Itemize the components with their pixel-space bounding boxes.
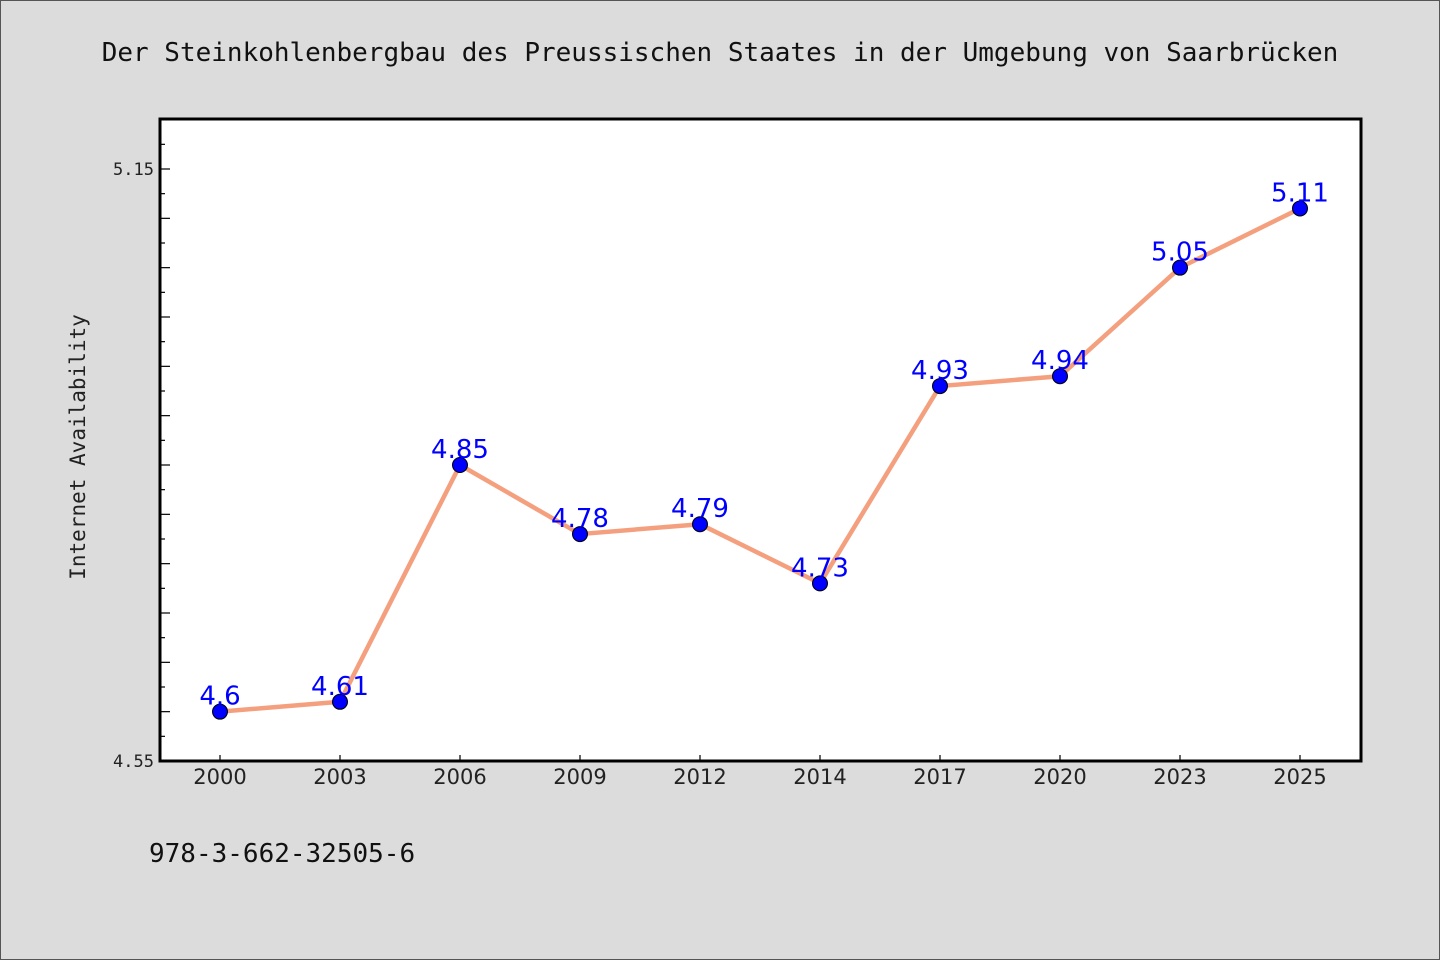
y-axis-ticks: 4.55 5.15: [113, 119, 170, 772]
data-point: [812, 575, 828, 592]
plot-area: [158, 117, 1363, 763]
x-tick-label: 2012: [673, 765, 726, 789]
data-label: 4.73: [791, 553, 849, 583]
y-axis-label: Internet Availability: [66, 314, 90, 580]
data-point: [452, 457, 468, 473]
x-tick-label: 2014: [793, 765, 846, 789]
x-tick-label: 2017: [913, 765, 966, 789]
x-tick-label: 2003: [313, 765, 366, 789]
x-tick-label: 2000: [193, 765, 246, 789]
data-label: 4.93: [911, 356, 969, 386]
chart-title: Der Steinkohlenbergbau des Preussischen …: [102, 38, 1339, 68]
data-label: 5.11: [1271, 178, 1329, 208]
data-point: [212, 703, 228, 720]
data-label: 4.85: [431, 435, 489, 465]
data-label: 4.6: [199, 682, 240, 712]
data-label: 4.61: [311, 672, 369, 702]
data-label: 4.78: [551, 504, 609, 534]
data-label: 5.05: [1151, 238, 1209, 268]
data-point: [1292, 200, 1308, 217]
data-label: 4.79: [671, 494, 729, 524]
x-tick-label: 2023: [1153, 765, 1206, 789]
x-tick-label: 2006: [433, 765, 486, 789]
data-point: [692, 516, 708, 533]
x-tick-label: 2009: [553, 765, 606, 789]
series-line: [217, 206, 1303, 714]
y-tick-label: 4.55: [113, 752, 154, 772]
series-group: [212, 200, 1308, 720]
data-point: [932, 378, 948, 395]
data-point: [572, 526, 588, 543]
x-tick-label: 2025: [1273, 765, 1326, 789]
data-point: [1052, 368, 1068, 385]
x-tick-label: 2020: [1033, 765, 1086, 789]
isbn-footnote: 978-3-662-32505-6: [149, 839, 415, 869]
x-axis-ticks: 2000 2003 2006 2009 2012 2014 2017 2020 2023 2025: [193, 755, 1327, 789]
data-point: [1172, 259, 1188, 276]
data-label: 4.94: [1031, 346, 1089, 376]
data-point: [332, 693, 348, 710]
data-labels: 4.6 4.61 4.85 4.78 4.79 4.73 4.93 4.94 5.05 5.11: [199, 178, 1329, 711]
y-tick-label: 5.15: [113, 160, 154, 180]
